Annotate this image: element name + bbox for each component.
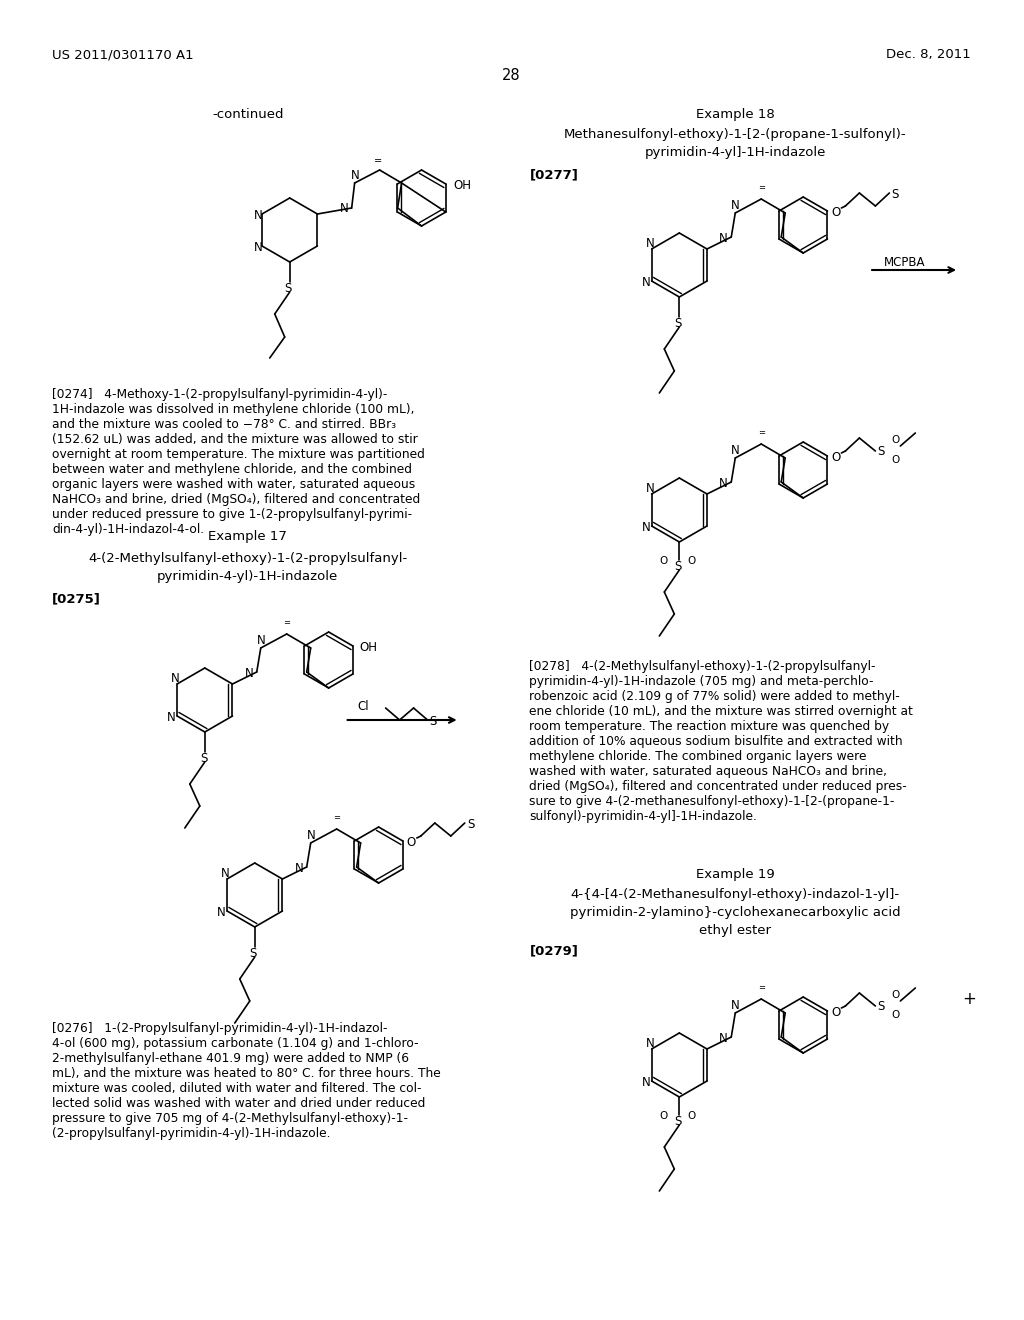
Text: S: S bbox=[430, 715, 437, 729]
Text: N: N bbox=[642, 1076, 650, 1089]
Text: N: N bbox=[646, 1038, 654, 1049]
Text: =: = bbox=[374, 156, 382, 166]
Text: O: O bbox=[659, 1111, 668, 1121]
Text: Cl: Cl bbox=[357, 700, 370, 713]
Text: N: N bbox=[217, 906, 226, 919]
Text: US 2011/0301170 A1: US 2011/0301170 A1 bbox=[52, 48, 194, 61]
Text: N: N bbox=[257, 634, 265, 647]
Text: O: O bbox=[831, 451, 841, 465]
Text: S: S bbox=[891, 187, 899, 201]
Text: Example 17: Example 17 bbox=[208, 531, 287, 543]
Text: N: N bbox=[171, 672, 180, 685]
Text: pyrimidin-4-yl)-1H-indazole: pyrimidin-4-yl)-1H-indazole bbox=[157, 570, 338, 583]
Text: N: N bbox=[254, 209, 263, 222]
Text: N: N bbox=[221, 867, 229, 880]
Text: O: O bbox=[891, 1010, 900, 1020]
Text: N: N bbox=[350, 169, 359, 182]
Text: 4-(2-Methylsulfanyl-ethoxy)-1-(2-propylsulfanyl-: 4-(2-Methylsulfanyl-ethoxy)-1-(2-propyls… bbox=[88, 552, 408, 565]
Text: ethyl ester: ethyl ester bbox=[699, 924, 771, 937]
Text: OH: OH bbox=[454, 180, 472, 191]
Text: pyrimidin-2-ylamino}-cyclohexanecarboxylic acid: pyrimidin-2-ylamino}-cyclohexanecarboxyl… bbox=[570, 906, 900, 919]
Text: =: = bbox=[333, 813, 340, 822]
Text: N: N bbox=[254, 242, 263, 253]
Text: -continued: -continued bbox=[212, 108, 284, 121]
Text: N: N bbox=[731, 999, 740, 1012]
Text: [0275]: [0275] bbox=[52, 591, 100, 605]
Text: O: O bbox=[891, 990, 900, 1001]
Text: Dec. 8, 2011: Dec. 8, 2011 bbox=[887, 48, 971, 61]
Text: N: N bbox=[719, 1032, 728, 1045]
Text: O: O bbox=[687, 1111, 695, 1121]
Text: =: = bbox=[758, 983, 765, 993]
Text: [0279]: [0279] bbox=[529, 944, 579, 957]
Text: S: S bbox=[250, 946, 257, 960]
Text: Example 18: Example 18 bbox=[696, 108, 774, 121]
Text: Example 19: Example 19 bbox=[696, 869, 774, 880]
Text: N: N bbox=[167, 711, 176, 723]
Text: S: S bbox=[675, 1115, 682, 1129]
Text: N: N bbox=[731, 444, 740, 457]
Text: MCPBA: MCPBA bbox=[884, 256, 926, 269]
Text: O: O bbox=[687, 556, 695, 566]
Text: O: O bbox=[659, 556, 668, 566]
Text: N: N bbox=[642, 276, 650, 289]
Text: O: O bbox=[831, 206, 841, 219]
Text: =: = bbox=[758, 428, 765, 437]
Text: +: + bbox=[963, 990, 976, 1008]
Text: N: N bbox=[245, 667, 254, 680]
Text: =: = bbox=[758, 183, 765, 191]
Text: N: N bbox=[295, 862, 303, 875]
Text: S: S bbox=[467, 818, 474, 832]
Text: O: O bbox=[831, 1006, 841, 1019]
Text: N: N bbox=[719, 232, 728, 246]
Text: N: N bbox=[646, 238, 654, 249]
Text: N: N bbox=[731, 199, 740, 213]
Text: N: N bbox=[719, 477, 728, 490]
Text: [0278]   4-(2-Methylsulfanyl-ethoxy)-1-(2-propylsulfanyl-
pyrimidin-4-yl)-1H-ind: [0278] 4-(2-Methylsulfanyl-ethoxy)-1-(2-… bbox=[529, 660, 913, 822]
Text: S: S bbox=[878, 1001, 885, 1012]
Text: pyrimidin-4-yl]-1H-indazole: pyrimidin-4-yl]-1H-indazole bbox=[644, 147, 826, 158]
Text: S: S bbox=[200, 752, 207, 766]
Text: O: O bbox=[891, 436, 900, 445]
Text: S: S bbox=[878, 445, 885, 458]
Text: S: S bbox=[675, 560, 682, 573]
Text: =: = bbox=[284, 618, 290, 627]
Text: Methanesulfonyl-ethoxy)-1-[2-(propane-1-sulfonyl)-: Methanesulfonyl-ethoxy)-1-[2-(propane-1-… bbox=[564, 128, 906, 141]
Text: N: N bbox=[642, 521, 650, 535]
Text: 28: 28 bbox=[502, 69, 521, 83]
Text: S: S bbox=[285, 282, 292, 294]
Text: [0277]: [0277] bbox=[529, 168, 579, 181]
Text: N: N bbox=[340, 202, 348, 215]
Text: OH: OH bbox=[358, 642, 377, 653]
Text: O: O bbox=[407, 836, 416, 849]
Text: N: N bbox=[646, 482, 654, 495]
Text: [0276]   1-(2-Propylsulfanyl-pyrimidin-4-yl)-1H-indazol-
4-ol (600 mg), potassiu: [0276] 1-(2-Propylsulfanyl-pyrimidin-4-y… bbox=[52, 1022, 440, 1140]
Text: [0274]   4-Methoxy-1-(2-propylsulfanyl-pyrimidin-4-yl)-
1H-indazole was dissolve: [0274] 4-Methoxy-1-(2-propylsulfanyl-pyr… bbox=[52, 388, 425, 536]
Text: S: S bbox=[675, 317, 682, 330]
Text: O: O bbox=[891, 455, 900, 465]
Text: 4-{4-[4-(2-Methanesulfonyl-ethoxy)-indazol-1-yl]-: 4-{4-[4-(2-Methanesulfonyl-ethoxy)-indaz… bbox=[570, 888, 900, 902]
Text: N: N bbox=[307, 829, 315, 842]
